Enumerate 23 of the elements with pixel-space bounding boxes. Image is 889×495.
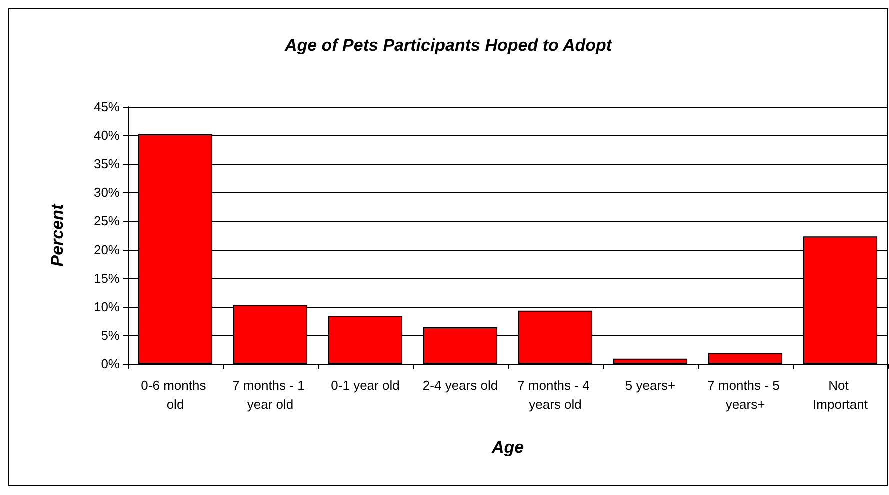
x-tick-label: 7 months - 5 years+	[708, 378, 784, 412]
y-tick-label: 15%	[94, 270, 120, 286]
y-tick-label: 10%	[94, 299, 120, 314]
x-tick-label: 2-4 years old	[422, 378, 498, 393]
y-tick-label: 35%	[94, 156, 120, 172]
y-tick-label: 20%	[94, 242, 120, 258]
y-axis-title: Percent	[48, 202, 67, 267]
x-tick-label: 0-1 year old	[331, 378, 400, 393]
x-axis-title: Age	[490, 438, 524, 457]
x-tick-label: 7 months - 4 years old	[518, 378, 594, 412]
y-tick-label: 40%	[94, 128, 120, 144]
y-tick-label: 30%	[94, 185, 120, 200]
y-tick-label: 0%	[101, 356, 120, 372]
x-tick-label: 0-6 months old	[141, 378, 210, 412]
y-tick-label: 5%	[101, 328, 120, 343]
y-tick-label: 45%	[94, 100, 120, 114]
x-tick-label: Not Important	[813, 378, 868, 412]
x-tick-label: 7 months - 1 year old	[232, 378, 308, 412]
bar	[708, 353, 783, 364]
x-tick-label: 5 years+	[625, 378, 676, 393]
chart-title: Age of Pets Participants Hoped to Adopt	[284, 36, 614, 55]
bar	[613, 358, 688, 364]
y-tick-label: 25%	[94, 214, 120, 229]
